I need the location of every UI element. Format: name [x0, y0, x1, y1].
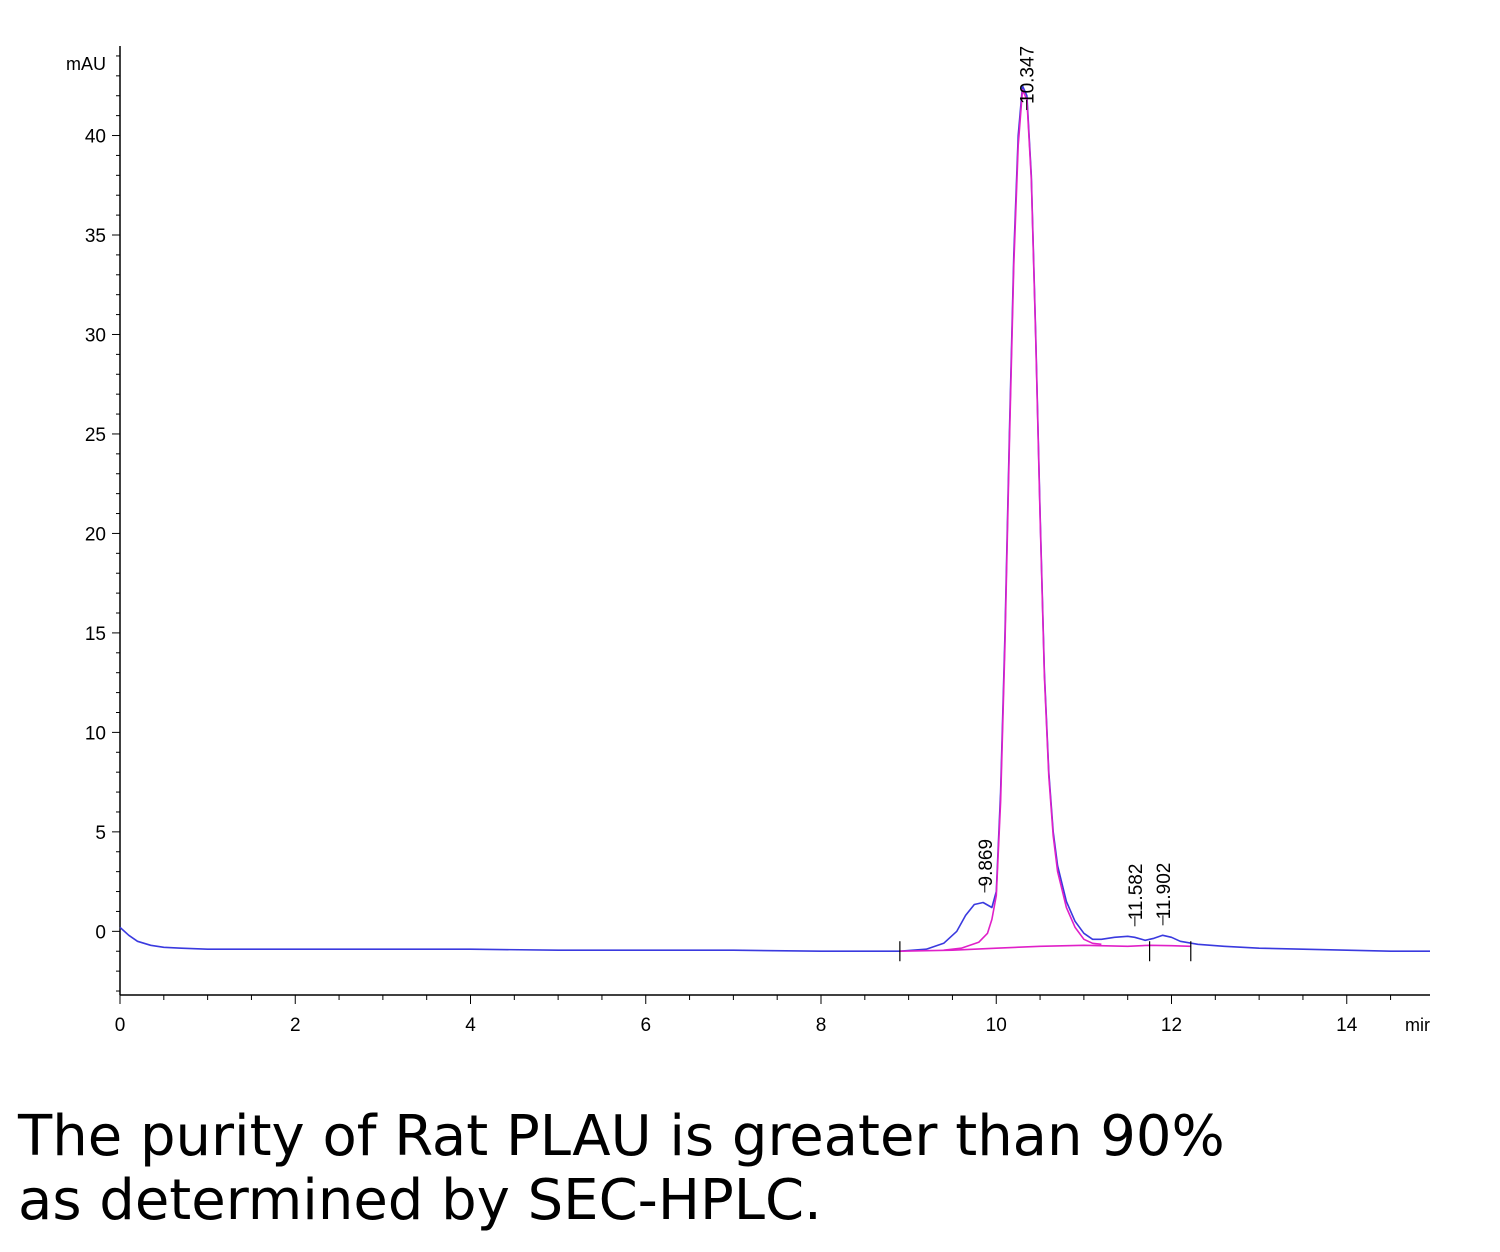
y-tick-label: 5 [95, 823, 106, 844]
peak-label: 10.347 [1018, 46, 1039, 104]
y-tick-label: 10 [85, 723, 106, 744]
series-baseline [899, 944, 1191, 952]
peak-label: 9.869 [976, 839, 997, 887]
x-unit-label: mir [1405, 1015, 1430, 1035]
y-tick-label: 20 [85, 524, 106, 545]
x-tick-label: 8 [816, 1015, 827, 1036]
x-tick-label: 14 [1336, 1015, 1358, 1036]
y-tick-label: 40 [85, 127, 106, 148]
caption: The purity of Rat PLAU is greater than 9… [18, 1105, 1478, 1233]
series-main-peak-fit [943, 89, 1102, 951]
caption-line-2: as determined by SEC-HPLC. [18, 1168, 822, 1233]
chromatogram-chart: 0 5 10 15 20 25 30 35 40 mAU 0 2 4 6 8 10 12 14 mir 9.869 10… [66, 46, 1430, 1036]
y-tick-label: 35 [85, 226, 106, 247]
chromatogram-plot: 0 5 10 15 20 25 30 35 40 mAU 0 2 4 6 8 10 12 14 mir 9.869 10… [66, 46, 1430, 1036]
peak-label: 11.902 [1154, 863, 1175, 920]
x-tick-label: 10 [986, 1015, 1007, 1036]
x-tick-label: 4 [465, 1015, 476, 1036]
peak-label: 11.582 [1126, 864, 1147, 921]
y-tick-label: 25 [85, 425, 106, 446]
caption-line-1: The purity of Rat PLAU is greater than 9… [18, 1104, 1225, 1169]
x-tick-label: 2 [290, 1015, 301, 1036]
y-tick-label: 15 [85, 624, 106, 645]
x-tick-label: 6 [640, 1015, 651, 1036]
y-tick-label: 0 [95, 922, 106, 943]
x-tick-label: 12 [1161, 1015, 1182, 1036]
y-unit-label: mAU [66, 54, 106, 74]
y-tick-label: 30 [85, 325, 106, 346]
series-signal [119, 85, 1430, 953]
x-tick-label: 0 [115, 1015, 126, 1036]
